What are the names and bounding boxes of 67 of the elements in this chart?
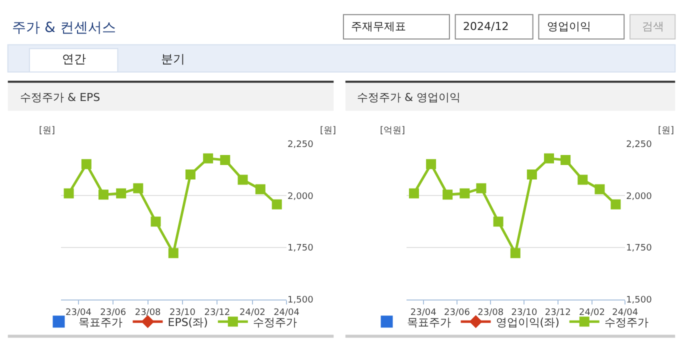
point — [426, 159, 436, 170]
x-tick-label: 23/06 — [444, 308, 470, 318]
x-tick-label: 24/04 — [274, 308, 300, 318]
x-tick-label: 23/08 — [134, 308, 162, 318]
point — [168, 248, 178, 258]
point — [64, 188, 74, 198]
x-tick-label: 24/04 — [612, 308, 638, 318]
y-axis-title: [원] — [39, 126, 56, 136]
point — [510, 248, 520, 258]
y2-tick-label: 2,000 — [626, 192, 652, 202]
point — [493, 216, 504, 227]
y-axis-title: [억원] — [380, 126, 406, 136]
text: 연간 — [62, 52, 86, 66]
x-tick-label: 23/06 — [100, 308, 126, 318]
text: 분기 — [161, 52, 185, 66]
x-tick-label: 24/02 — [579, 308, 605, 318]
point — [544, 153, 554, 164]
legend-label: 수정주가 — [604, 316, 648, 329]
point — [610, 199, 621, 210]
y2-axis-title: [원] — [320, 126, 336, 136]
point — [98, 190, 108, 200]
point — [408, 188, 419, 198]
chart-title: 수정주가 & EPS — [20, 91, 100, 104]
x-tick-label: 24/02 — [239, 308, 266, 318]
chart-title: 수정주가 & 영업이익 — [357, 91, 461, 104]
y2-tick-label: 2,250 — [288, 140, 314, 150]
x-tick-label: 23/10 — [511, 308, 538, 318]
x-tick-label: 23/12 — [204, 308, 230, 318]
legend-label: EPS(좌) — [168, 316, 208, 329]
point — [116, 188, 126, 198]
point — [185, 170, 196, 180]
x-tick-label: 23/10 — [170, 308, 196, 318]
point — [272, 199, 282, 210]
text: 2024/12 — [463, 20, 509, 33]
point — [133, 183, 144, 194]
text: 주가 & 컨센서스 — [12, 20, 116, 36]
y2-tick-label: 2,000 — [288, 192, 314, 202]
x-tick-label: 23/08 — [478, 308, 504, 318]
legend-label: 목표주가 — [406, 316, 451, 329]
legend-label: 수정주가 — [252, 316, 297, 329]
y2-tick-label: 1,750 — [626, 244, 652, 254]
point — [442, 190, 453, 200]
x-tick-label: 23/04 — [410, 308, 437, 318]
point — [560, 155, 571, 166]
y2-axis-title: [원] — [658, 126, 674, 136]
point — [255, 184, 266, 194]
y2-tick-label: 2,250 — [626, 140, 652, 150]
point — [526, 170, 537, 180]
text: 검색 — [642, 20, 664, 33]
y2-tick-label: 1,500 — [626, 295, 652, 306]
point — [238, 174, 248, 185]
point — [203, 153, 214, 164]
legend-label: 목표주가 — [78, 316, 123, 329]
text: 주재무제표 — [351, 20, 406, 33]
y2-tick-label: 1,750 — [288, 244, 314, 254]
x-tick-label: 23/04 — [65, 308, 92, 318]
point — [150, 216, 161, 227]
point — [578, 174, 588, 185]
y2-tick-label: 1,500 — [288, 295, 314, 306]
point — [220, 155, 230, 166]
legend-label: 영업이익(좌) — [496, 316, 560, 329]
point — [594, 184, 605, 194]
point — [460, 188, 470, 198]
text: 영업이익 — [547, 20, 591, 33]
x-tick-label: 23/12 — [544, 308, 571, 318]
point — [476, 183, 486, 194]
point — [81, 159, 92, 170]
